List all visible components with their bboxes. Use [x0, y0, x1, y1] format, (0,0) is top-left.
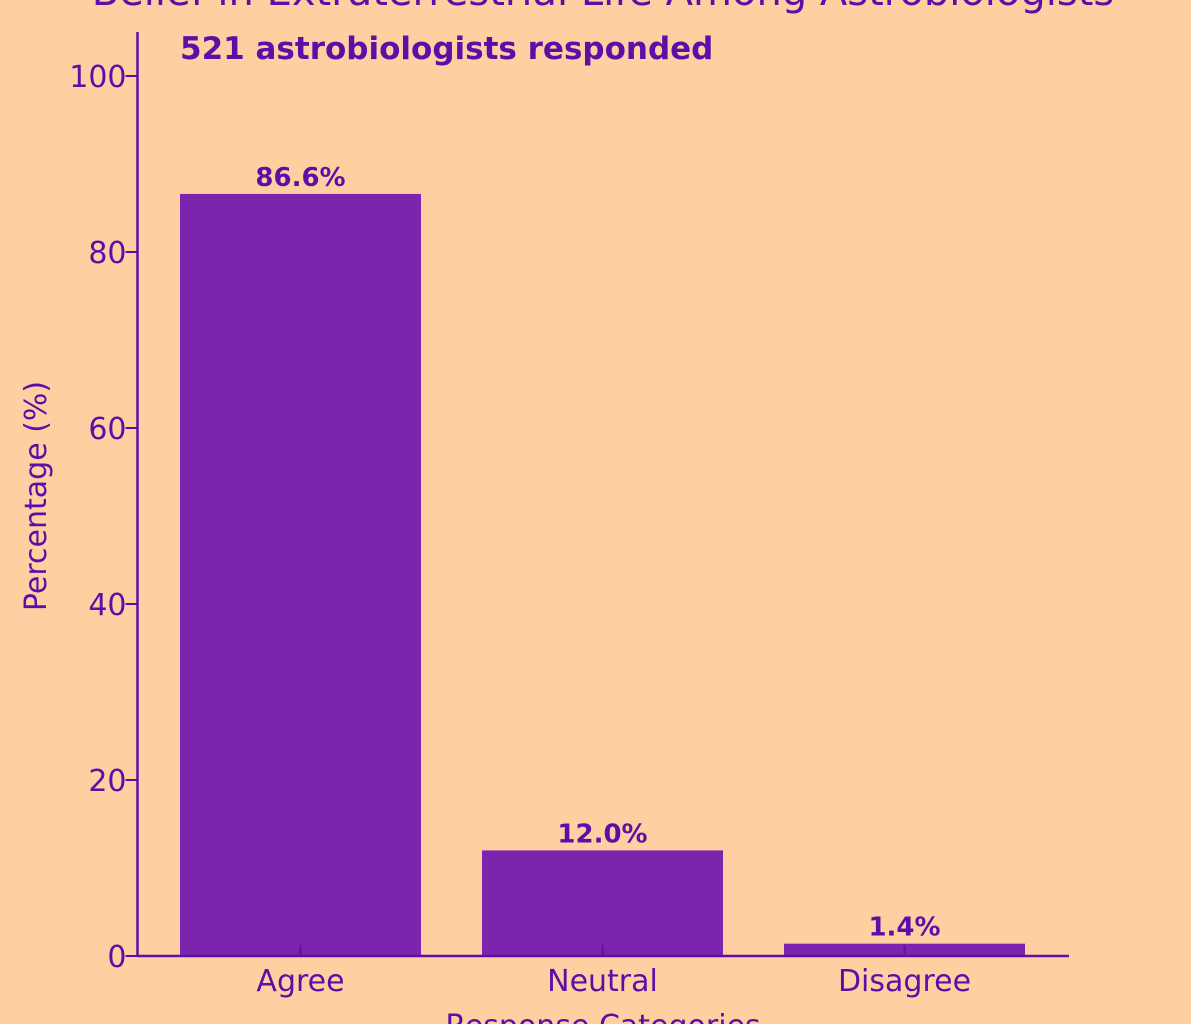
- y-tick-label: 0: [107, 940, 126, 975]
- bar-value-label: 86.6%: [255, 163, 345, 193]
- bars: 86.6% 12.0% 1.4%: [180, 163, 1025, 956]
- bar-value-label: 1.4%: [868, 913, 940, 943]
- y-tick-label: 20: [88, 764, 126, 799]
- x-axis-label: Response Categories: [445, 1009, 760, 1024]
- bar-neutral: [482, 850, 723, 956]
- bar-agree: [180, 194, 421, 956]
- y-tick-label: 60: [88, 412, 126, 447]
- chart-title: Belief in Extraterrestrial Life Among As…: [92, 0, 1115, 15]
- y-axis-ticks: 0 20 40 60 80 100: [69, 60, 137, 975]
- y-tick-label: 100: [69, 60, 126, 95]
- x-tick-label: Neutral: [547, 964, 658, 999]
- x-tick-label: Agree: [256, 964, 344, 999]
- y-axis-label: Percentage (%): [19, 381, 54, 611]
- y-tick-label: 80: [88, 236, 126, 271]
- bar-value-label: 12.0%: [557, 819, 647, 849]
- x-tick-label: Disagree: [838, 964, 971, 999]
- y-tick-label: 40: [88, 588, 126, 623]
- chart-subtitle: 521 astrobiologists responded: [180, 31, 713, 67]
